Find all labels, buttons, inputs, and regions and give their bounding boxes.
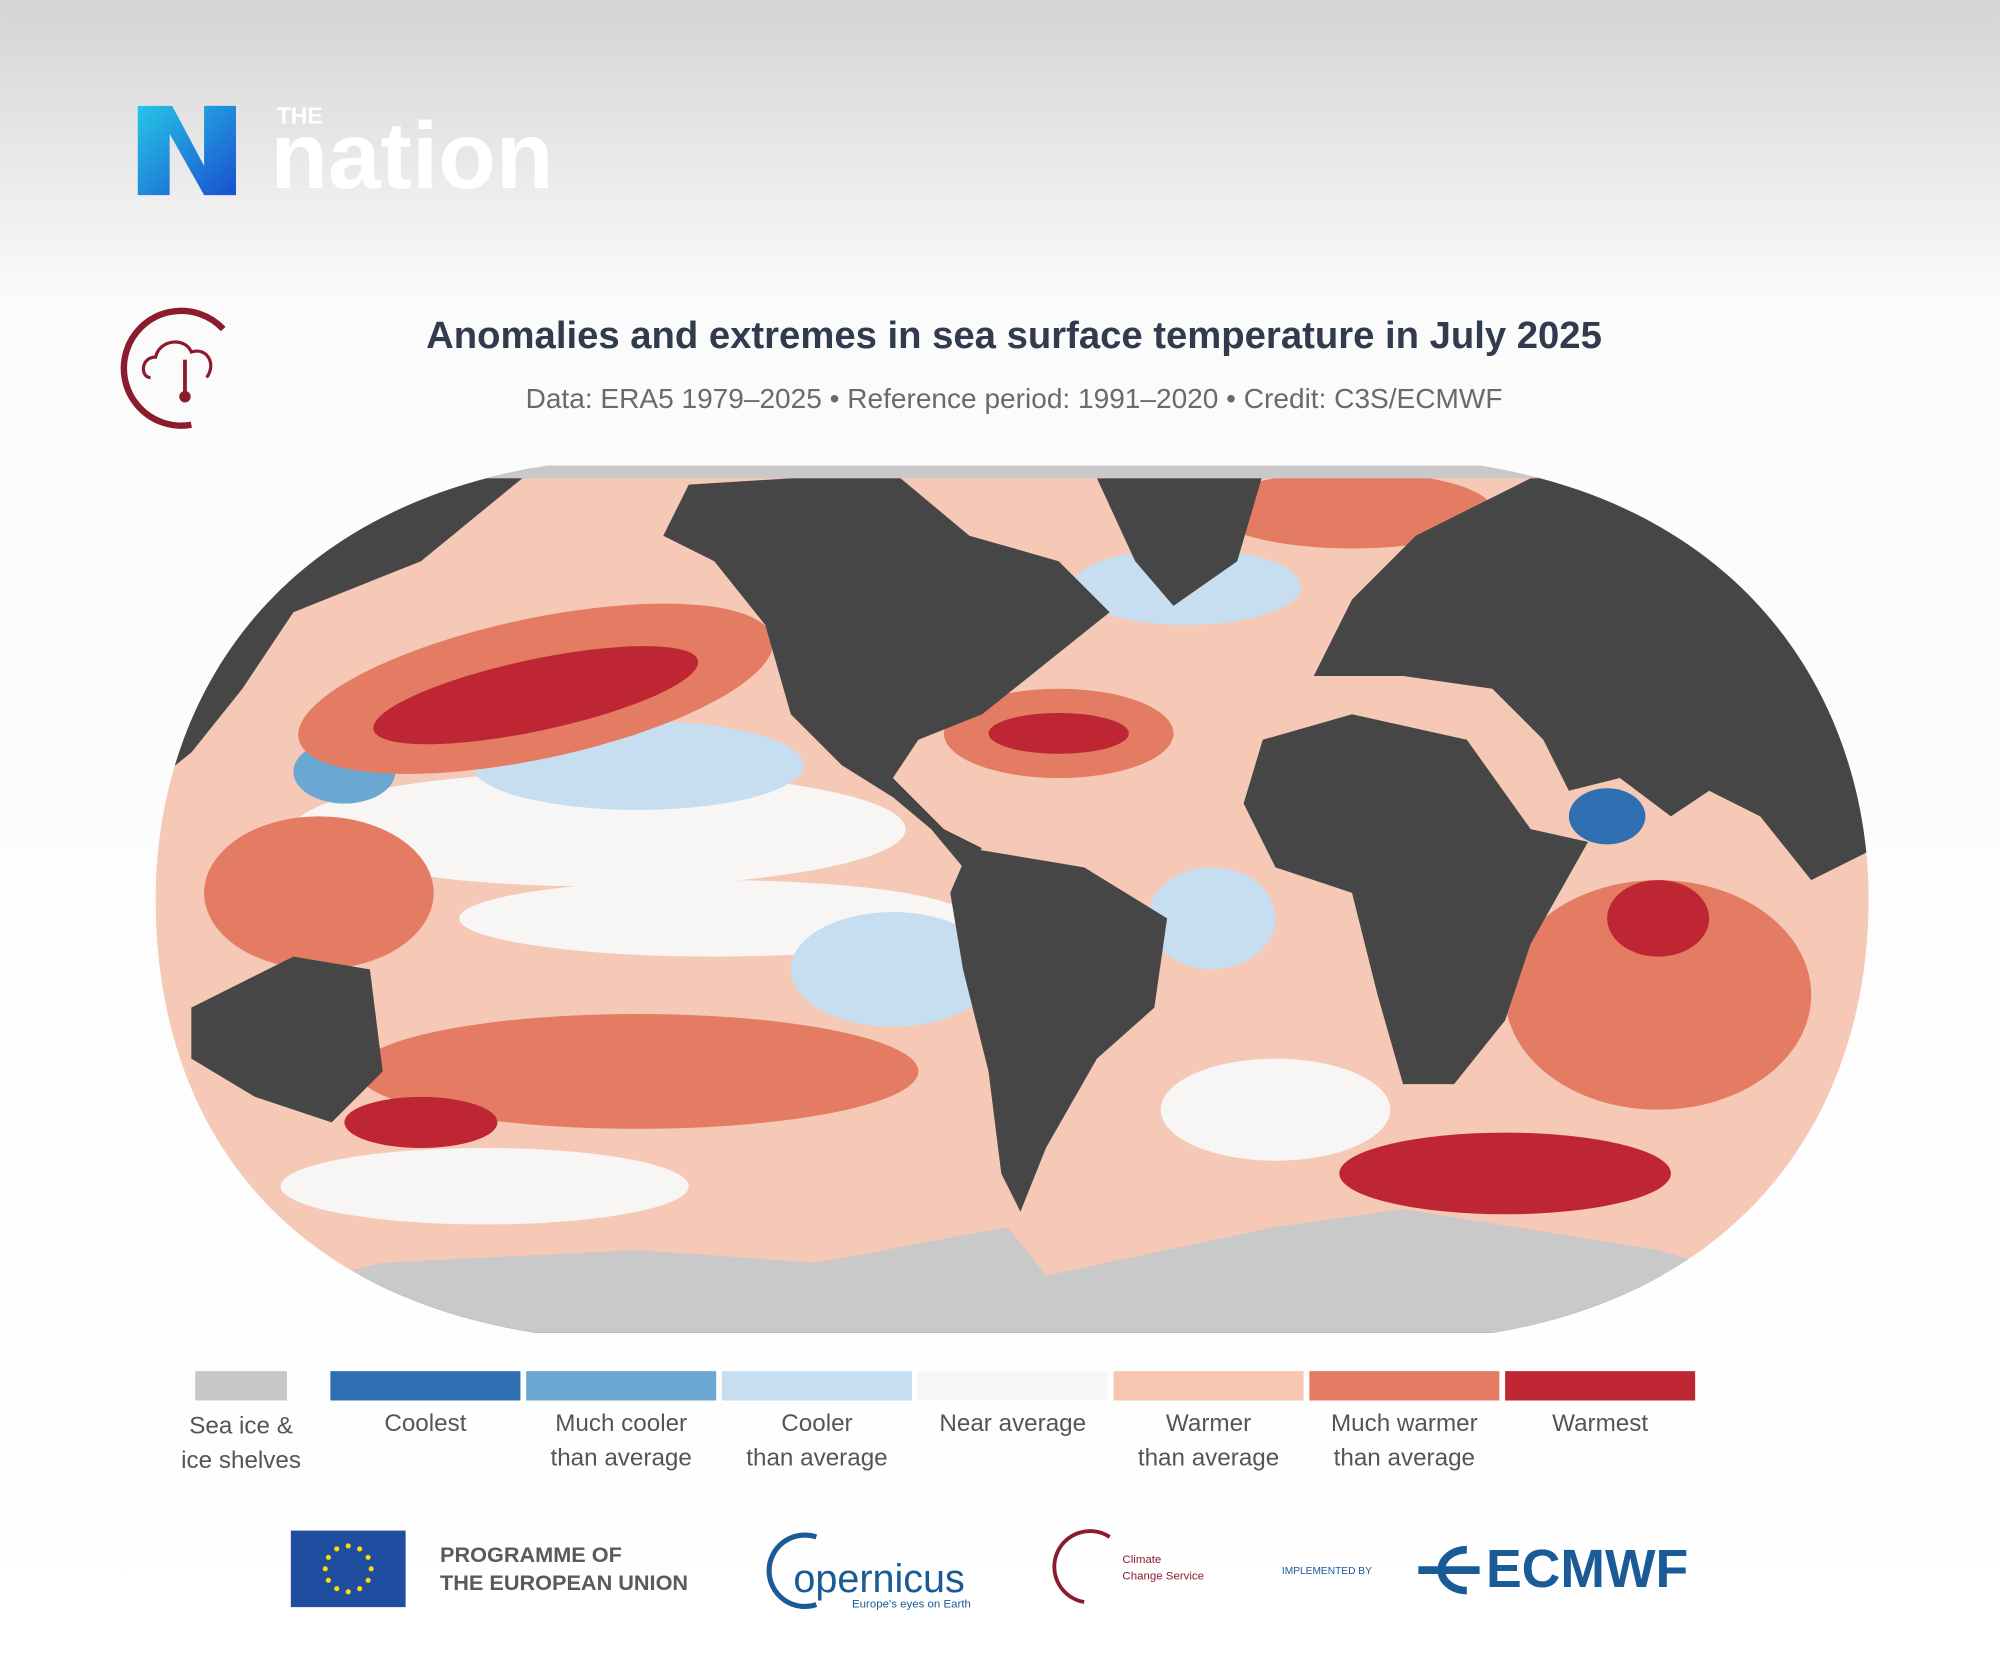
legend-swatch — [526, 1371, 717, 1401]
legend-label: Much warmer — [1331, 1410, 1478, 1437]
ice — [155, 465, 1869, 1333]
legend-label: Warmest — [1552, 1410, 1648, 1437]
copernicus-c — [766, 1532, 818, 1609]
map — [155, 465, 1869, 1333]
implemented-by: IMPLEMENTED BY — [1282, 1566, 1372, 1577]
footer: PROGRAMME OF THE EUROPEAN UNION opernicu… — [290, 1529, 1688, 1611]
eu-star — [325, 1554, 331, 1560]
eu-star — [345, 1543, 351, 1549]
copernicus-text: opernicus — [793, 1557, 964, 1601]
c3s-text: Climate — [1122, 1554, 1161, 1566]
nation-logo: THE nation — [137, 102, 554, 209]
c3s-icon — [120, 307, 226, 429]
legend-label: ice shelves — [181, 1447, 301, 1474]
legend-label: than average — [746, 1445, 887, 1472]
legend-label: than average — [1138, 1445, 1279, 1472]
eu-star — [322, 1566, 328, 1572]
copernicus-tagline: Europe's eyes on Earth — [852, 1599, 971, 1611]
subtitle: Data: ERA5 1979–2025 • Reference period:… — [526, 383, 1503, 414]
eu-text: PROGRAMME OF — [440, 1542, 622, 1567]
eu-star — [368, 1566, 374, 1572]
legend-swatch — [1309, 1371, 1500, 1401]
eu-star — [357, 1586, 363, 1592]
logo-small: THE — [277, 102, 323, 128]
logo-text: nation — [270, 104, 553, 209]
legend-swatch — [330, 1371, 521, 1401]
legend-swatch — [917, 1371, 1108, 1401]
legend-label: Near average — [939, 1410, 1086, 1437]
legend-swatch — [1113, 1371, 1304, 1401]
legend-label: Warmer — [1166, 1410, 1251, 1437]
c3s-logo — [1052, 1529, 1111, 1604]
logo-mark — [137, 105, 236, 196]
eu-star — [334, 1586, 340, 1592]
eu-text: THE EUROPEAN UNION — [440, 1570, 688, 1595]
eu-star — [365, 1577, 371, 1583]
legend-label: than average — [550, 1445, 691, 1472]
title: Anomalies and extremes in sea surface te… — [426, 314, 1602, 357]
c3s-text: Change Service — [1122, 1571, 1204, 1583]
eu-star — [345, 1589, 351, 1595]
eu-star — [334, 1546, 340, 1552]
legend-label: Much cooler — [555, 1410, 687, 1437]
eu-star — [365, 1554, 371, 1560]
legend: Sea ice & ice shelves Coolest Much cooler th… — [181, 1371, 1696, 1474]
legend-label: Sea ice & — [189, 1413, 293, 1440]
eu-star — [325, 1577, 331, 1583]
legend-swatch — [195, 1371, 288, 1401]
ecmwf-mark — [1418, 1545, 1480, 1595]
anomaly-field — [204, 471, 1812, 1225]
ecmwf-text: ECMWF — [1486, 1540, 1688, 1599]
legend-swatch — [1505, 1371, 1696, 1401]
legend-label: Cooler — [781, 1410, 852, 1437]
legend-label: than average — [1334, 1445, 1475, 1472]
eu-star — [357, 1546, 363, 1552]
legend-label: Coolest — [384, 1410, 466, 1437]
legend-swatch — [721, 1371, 912, 1401]
eu-flag — [290, 1530, 406, 1608]
eu-stars — [322, 1543, 374, 1595]
